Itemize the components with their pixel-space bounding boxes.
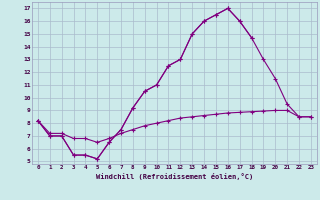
X-axis label: Windchill (Refroidissement éolien,°C): Windchill (Refroidissement éolien,°C)	[96, 173, 253, 180]
